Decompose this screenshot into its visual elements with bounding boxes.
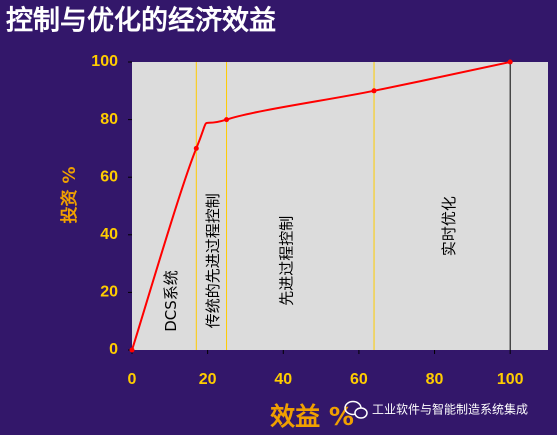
annotation: 先进过程控制 — [278, 216, 296, 306]
x-axis-label: 效益 % — [270, 402, 354, 431]
annotation: 实时优化 — [440, 196, 458, 256]
x-tick-label: 80 — [426, 371, 444, 388]
x-tick-label: 40 — [274, 371, 292, 388]
y-tick-label: 0 — [109, 341, 118, 358]
y-tick-label: 100 — [91, 53, 118, 70]
point — [129, 347, 135, 353]
watermark: 工业软件与智能制造系统集成 — [372, 402, 528, 417]
y-tick-label: 60 — [100, 168, 118, 185]
x-tick-label: 0 — [128, 371, 137, 388]
point — [507, 59, 513, 65]
annotation: DCS系统 — [162, 270, 180, 332]
y-tick-label: 40 — [100, 226, 118, 243]
point — [371, 88, 377, 94]
x-tick-label: 60 — [350, 371, 368, 388]
plot-area — [132, 62, 548, 350]
y-tick-label: 20 — [100, 284, 118, 301]
y-axis-label: 投资 % — [59, 167, 80, 224]
x-tick-label: 20 — [199, 371, 217, 388]
watermark-icon — [344, 400, 368, 419]
annotation: 传统的先进过程控制 — [204, 193, 222, 328]
y-tick-label: 80 — [100, 111, 118, 128]
point — [224, 117, 230, 123]
chart-title: 控制与优化的经济效益 — [6, 5, 276, 37]
x-tick-label: 100 — [497, 371, 524, 388]
point — [193, 145, 199, 151]
